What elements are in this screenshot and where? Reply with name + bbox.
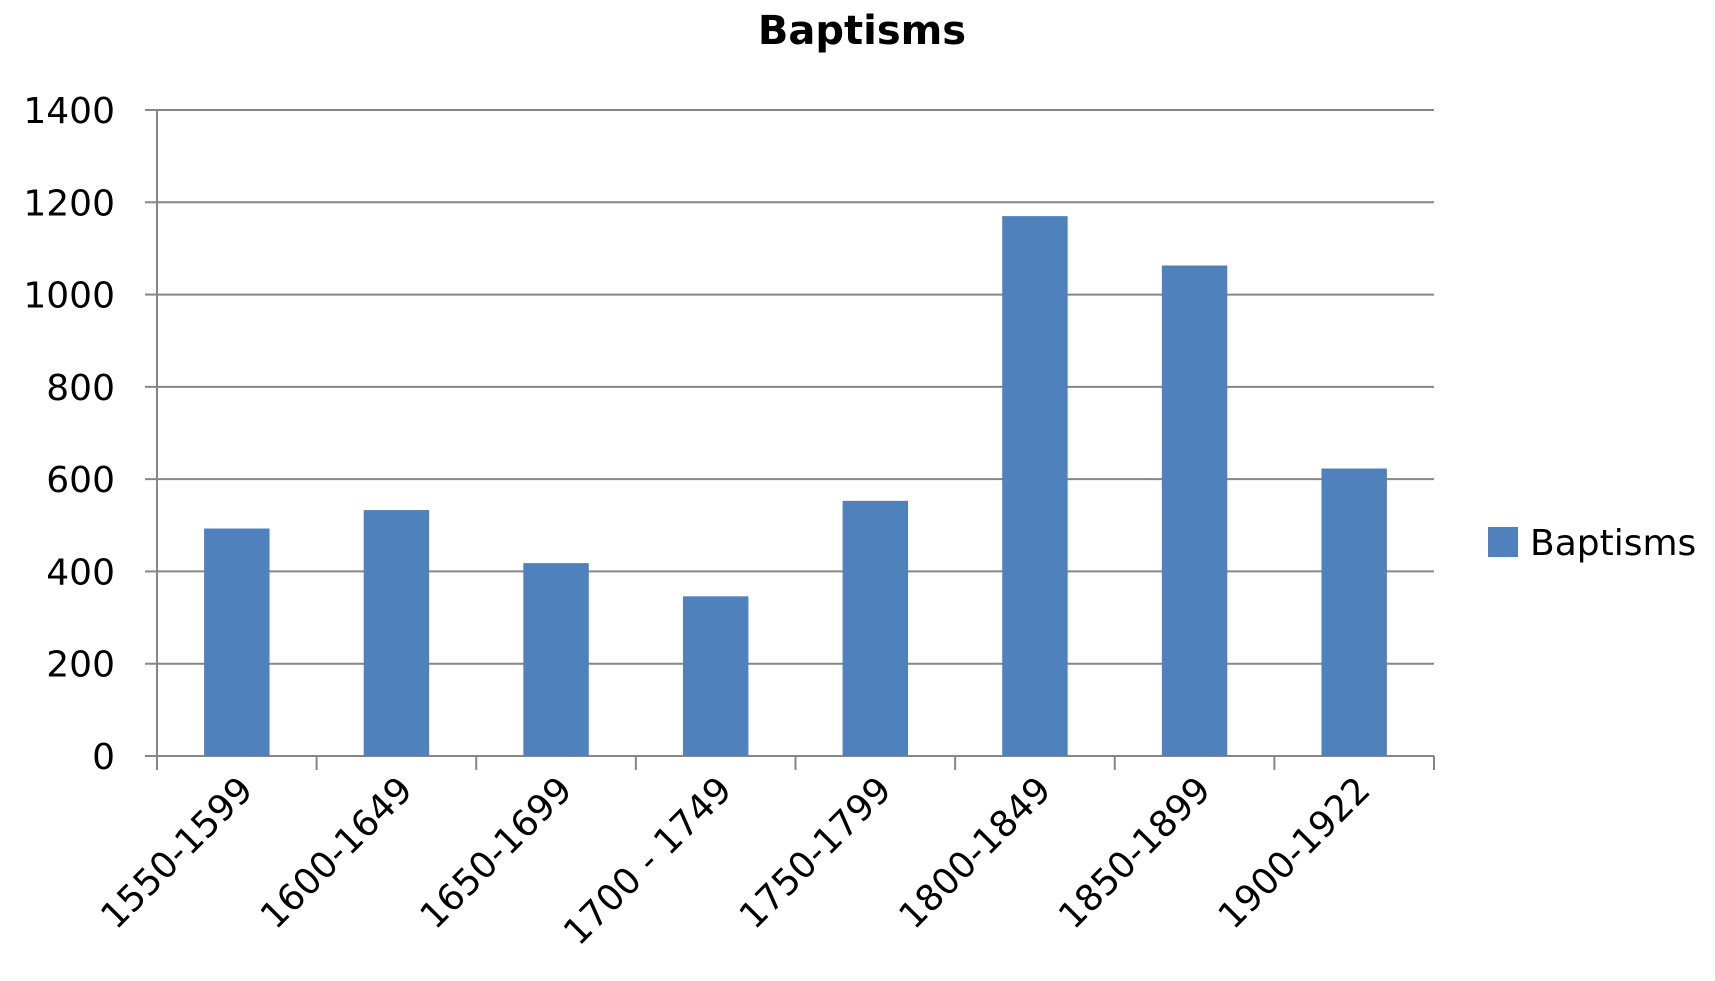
y-axis-tick-labels: 0 200 400 600 800 1000 1200 1400 (23, 91, 115, 778)
x-axis-tick-label: 1550-1599 (93, 769, 261, 937)
y-axis-tick-label: 1200 (23, 183, 115, 224)
x-axis-tick-label: 1850-1899 (1051, 769, 1219, 937)
bars (204, 216, 1387, 757)
bar (1161, 265, 1228, 756)
x-axis-tick-label: 1700 - 1749 (556, 769, 740, 953)
bar (523, 563, 589, 756)
x-axis-tick-label: 1600-1649 (253, 769, 421, 937)
y-axis-tick-label: 0 (92, 737, 115, 778)
bar (204, 528, 270, 756)
axes (145, 109, 1435, 770)
legend-label: Baptisms (1530, 523, 1696, 564)
bar (842, 500, 909, 756)
y-axis-tick-label: 600 (46, 460, 115, 501)
y-axis-tick-label: 1400 (23, 91, 115, 132)
x-axis-tick-label: 1900-1922 (1211, 769, 1379, 937)
y-axis-tick-label: 800 (46, 368, 115, 409)
x-axis-tick-label: 1650-1699 (413, 769, 581, 937)
y-axis-tick-label: 200 (46, 645, 115, 686)
legend-swatch (1488, 527, 1518, 557)
y-axis-tick-label: 1000 (23, 276, 115, 317)
x-axis-tick-label: 1750-1799 (732, 769, 900, 937)
bar (1002, 216, 1068, 757)
gridlines (157, 109, 1434, 665)
y-axis-tick-label: 400 (46, 552, 115, 593)
x-axis-tick-label: 1800-1849 (892, 769, 1060, 937)
bar (1321, 468, 1387, 756)
legend: Baptisms (1488, 523, 1696, 564)
chart-title: Baptisms (758, 8, 966, 54)
bar (363, 510, 430, 756)
bar (682, 596, 749, 756)
